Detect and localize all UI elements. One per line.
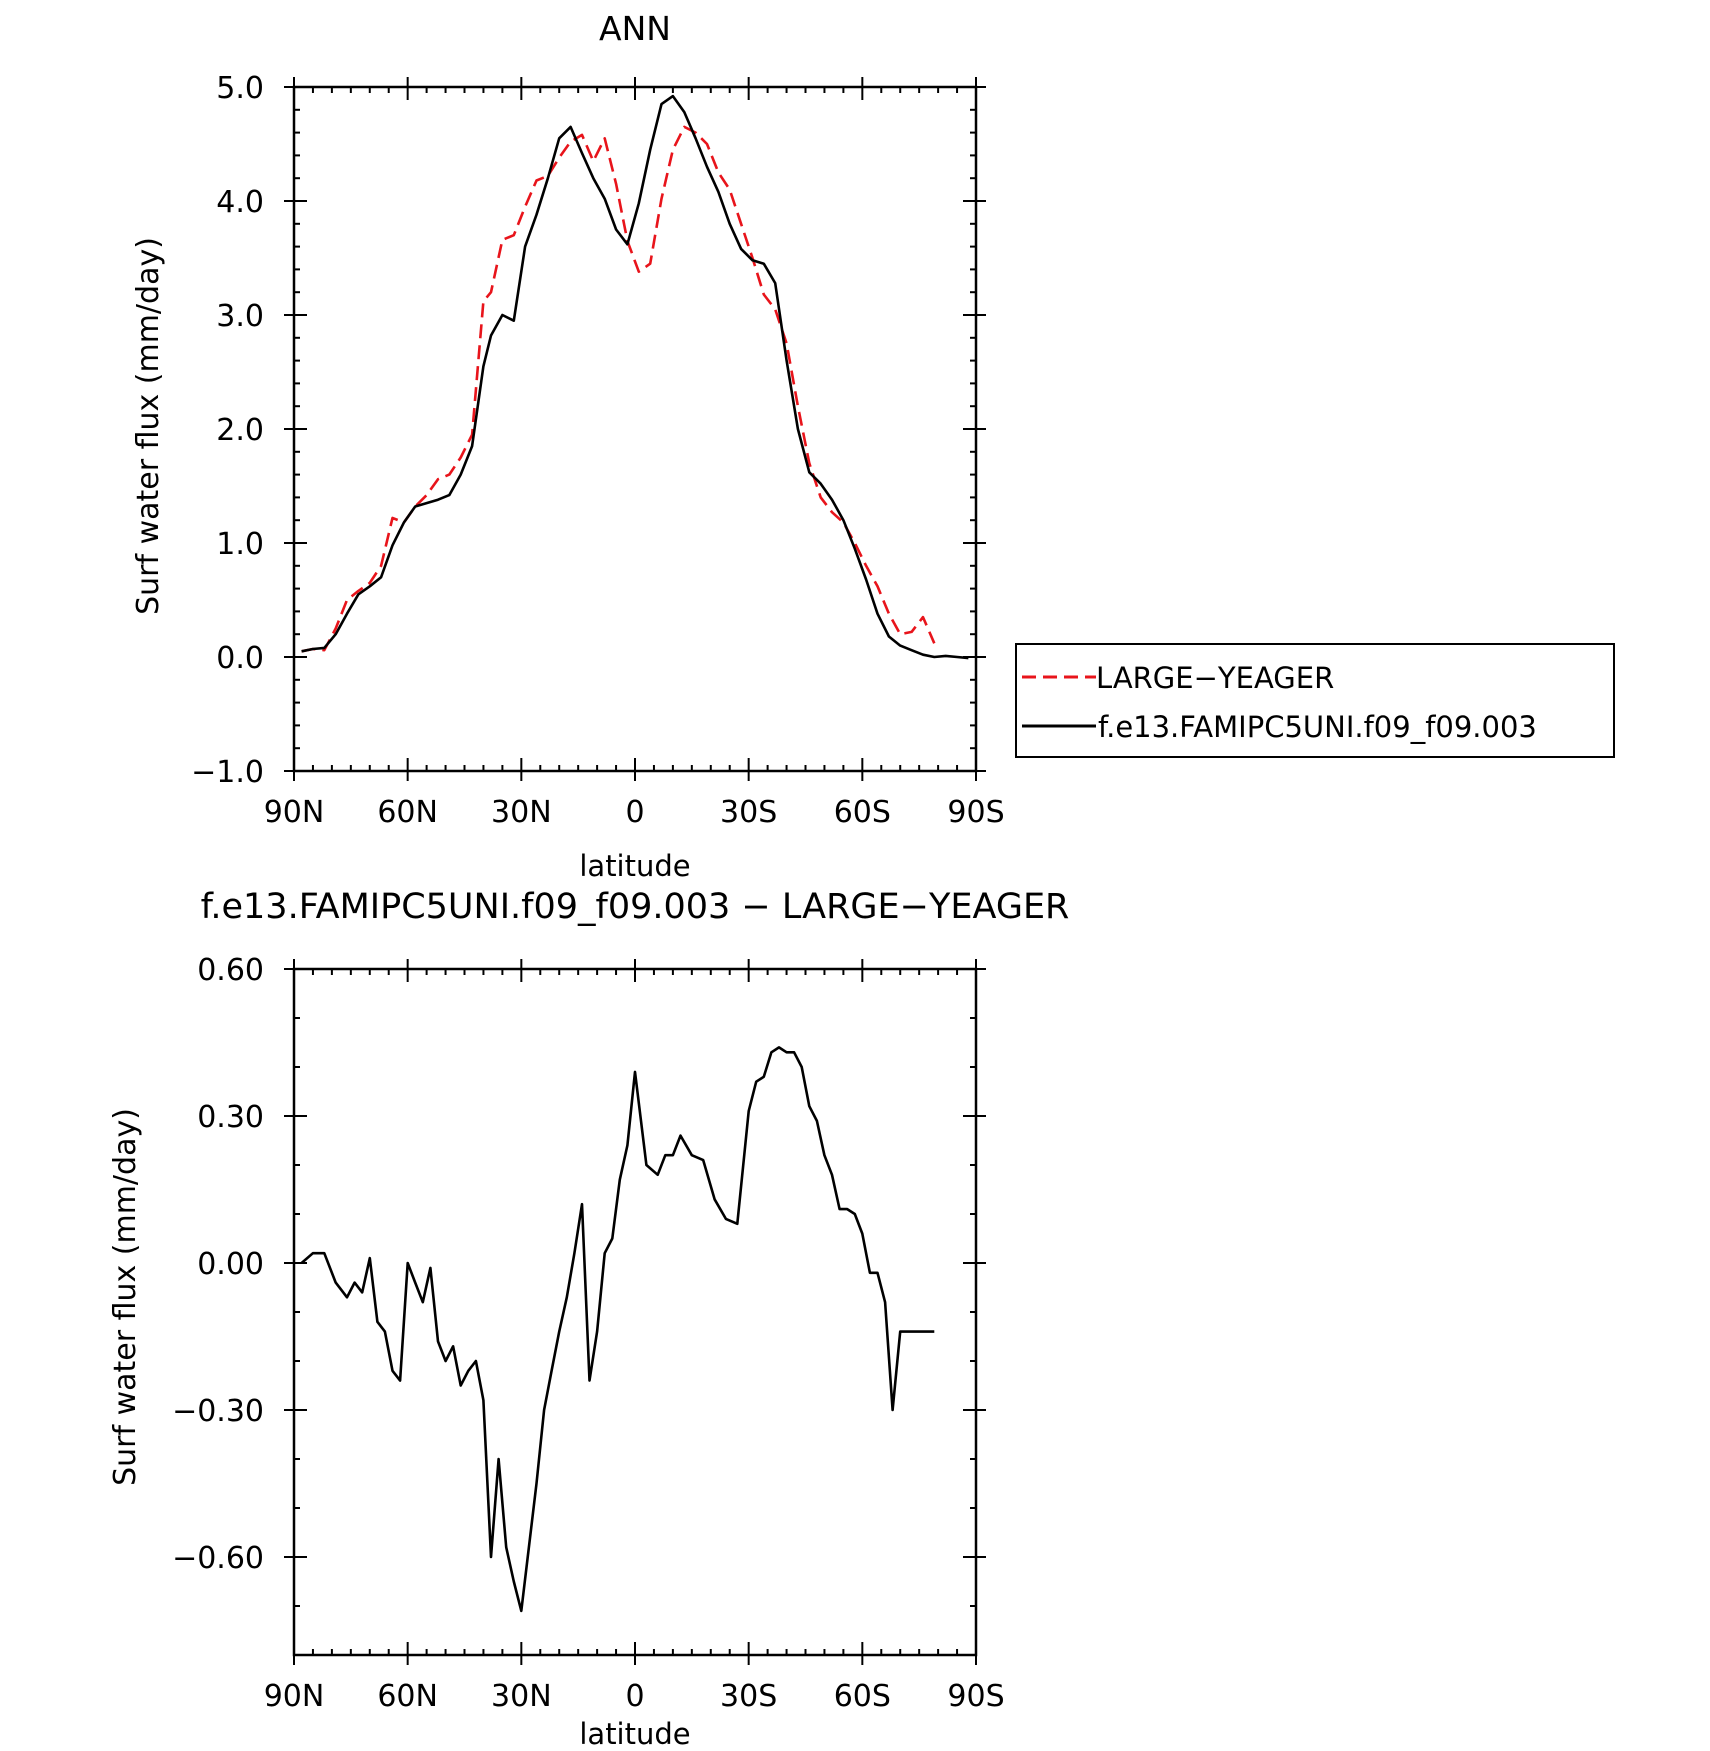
bottom-x-axis-label: latitude [579, 1717, 690, 1751]
bottom-x-tick-label-30s: 30S [720, 1679, 777, 1714]
top-y-tick-label-1-0: −1.0 [191, 755, 264, 790]
top-y-tick-label-5-0: 5.0 [216, 71, 264, 106]
top-y-tick-label-4-0: 4.0 [216, 185, 264, 220]
bottom-y-tick-label-0-60: −0.60 [172, 1541, 264, 1576]
top-y-tick-label-3-0: 3.0 [216, 299, 264, 334]
top-x-tick-label-0: 0 [625, 795, 644, 830]
bottom-y-axis-label: Surf water flux (mm/day) [108, 1108, 143, 1486]
legend-label-model: f.e13.FAMIPC5UNI.f09_f09.003 [1098, 710, 1537, 744]
bottom-y-tick-label-0-30: 0.30 [197, 1100, 264, 1135]
top-x-tick-label-60n: 60N [377, 795, 438, 830]
top-y-axis-label: Surf water flux (mm/day) [131, 237, 166, 615]
bottom-x-tick-label-60n: 60N [377, 1679, 438, 1714]
top-x-tick-label-30s: 30S [720, 795, 777, 830]
bottom-x-tick-label-30n: 30N [491, 1679, 552, 1714]
top-plot-frame [292, 85, 978, 773]
bottom-series-line-series-0 [300, 1046, 935, 1613]
legend: LARGE−YEAGER f.e13.FAMIPC5UNI.f09_f09.00… [1015, 643, 1615, 758]
top-y-tick-label-2-0: 2.0 [216, 413, 264, 448]
bottom-chart-title: f.e13.FAMIPC5UNI.f09_f09.003 − LARGE−YEA… [201, 887, 1070, 927]
bottom-x-tick-label-90s: 90S [947, 1679, 1004, 1714]
bottom-y-tick-label-0-30: −0.30 [172, 1394, 264, 1429]
top-plot-area: 90N 60N 30N 0 30S 60S 90S −1.0 0.0 1.0 2.0 3.0 4.0 5.… [191, 71, 1004, 830]
bottom-plot-area: 90N 60N 30N 0 30S 60S 90S −0.60 −0.30 0.00 0.30 0.6… [172, 953, 1005, 1714]
bottom-y-tick-label-0-60: 0.60 [197, 953, 264, 988]
top-series-line-f-e13-famipc5uni-f09-f09-003 [301, 94, 969, 660]
legend-box [1015, 643, 1615, 758]
top-x-tick-label-90s: 90S [947, 795, 1004, 830]
top-panel: ANN 90N 60N 30N 0 30S 60S 90S −1.0 0.0 1.0 2.0 3.0 4… [131, 9, 1615, 883]
top-x-tick-label-90n: 90N [264, 795, 325, 830]
top-y-tick-label-1-0: 1.0 [216, 527, 264, 562]
bottom-x-tick-label-0: 0 [625, 1679, 644, 1714]
top-chart-title: ANN [599, 9, 671, 48]
legend-label-large-yeager: LARGE−YEAGER [1096, 661, 1334, 695]
top-x-axis-label: latitude [579, 849, 690, 883]
top-x-tick-label-30n: 30N [491, 795, 552, 830]
top-x-tick-label-60s: 60S [834, 795, 891, 830]
bottom-x-tick-label-90n: 90N [264, 1679, 325, 1714]
bottom-y-tick-label-0-00: 0.00 [197, 1247, 264, 1282]
top-y-tick-label-0-0: 0.0 [216, 641, 264, 676]
bottom-x-tick-label-60s: 60S [834, 1679, 891, 1714]
bottom-panel: f.e13.FAMIPC5UNI.f09_f09.003 − LARGE−YEA… [108, 887, 1069, 1751]
top-series-line-large-yeager [301, 125, 936, 653]
